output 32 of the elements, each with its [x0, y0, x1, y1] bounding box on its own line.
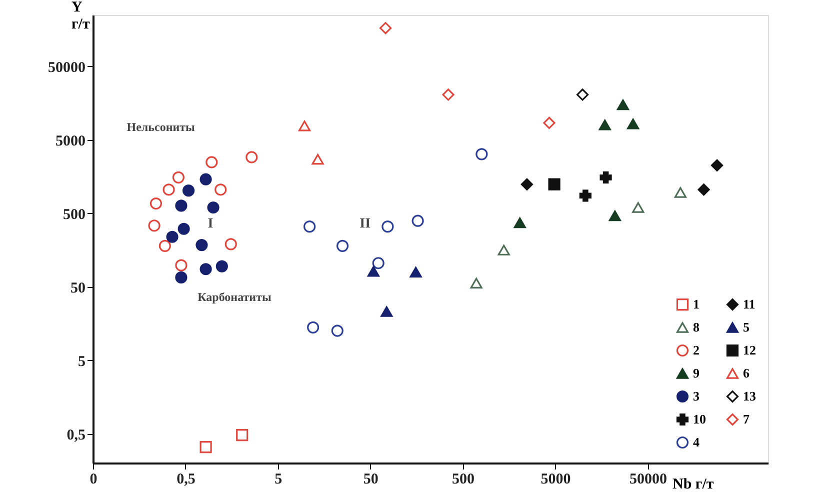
legend-label: 12: [743, 342, 756, 358]
legend-label: 1: [693, 296, 700, 312]
y-tick-label: 50: [70, 280, 86, 296]
x-axis-title: Nb г/т: [672, 476, 714, 492]
annotation: I: [208, 216, 214, 232]
legend-label: 9: [693, 366, 700, 380]
y-tick-label: 500: [63, 206, 86, 223]
annotation: II: [360, 216, 371, 232]
x-tick-label: 5: [274, 472, 282, 488]
legend-label: 4: [693, 434, 700, 450]
legend-label: 2: [693, 342, 700, 358]
legend-label: 10: [693, 412, 706, 426]
annotation: Карбонатиты: [198, 290, 272, 304]
legend-label: 11: [743, 296, 756, 312]
x-tick-label: 500: [452, 472, 475, 488]
y-tick-label: 5000: [56, 133, 86, 150]
y-tick-label: 5: [78, 354, 86, 370]
annotation: Нельсониты: [126, 120, 196, 134]
y-axis-title: Y г/т: [72, 0, 90, 32]
x-tick-label: 50000: [629, 472, 667, 488]
legend-label: 8: [693, 320, 700, 334]
y-tick-label: 50000: [48, 60, 86, 76]
x-tick-label: 5000: [540, 472, 571, 488]
legend-label: 5: [743, 320, 750, 334]
x-tick-label: 0,5: [176, 472, 196, 488]
legend-label: 3: [693, 388, 700, 404]
legend-label: 13: [743, 388, 756, 404]
legend-label: 7: [743, 412, 750, 426]
x-tick-label: 0: [90, 472, 98, 488]
y-tick-label: 0,5: [66, 427, 86, 444]
legend-label: 6: [743, 366, 750, 380]
x-tick-label: 50: [363, 472, 378, 488]
